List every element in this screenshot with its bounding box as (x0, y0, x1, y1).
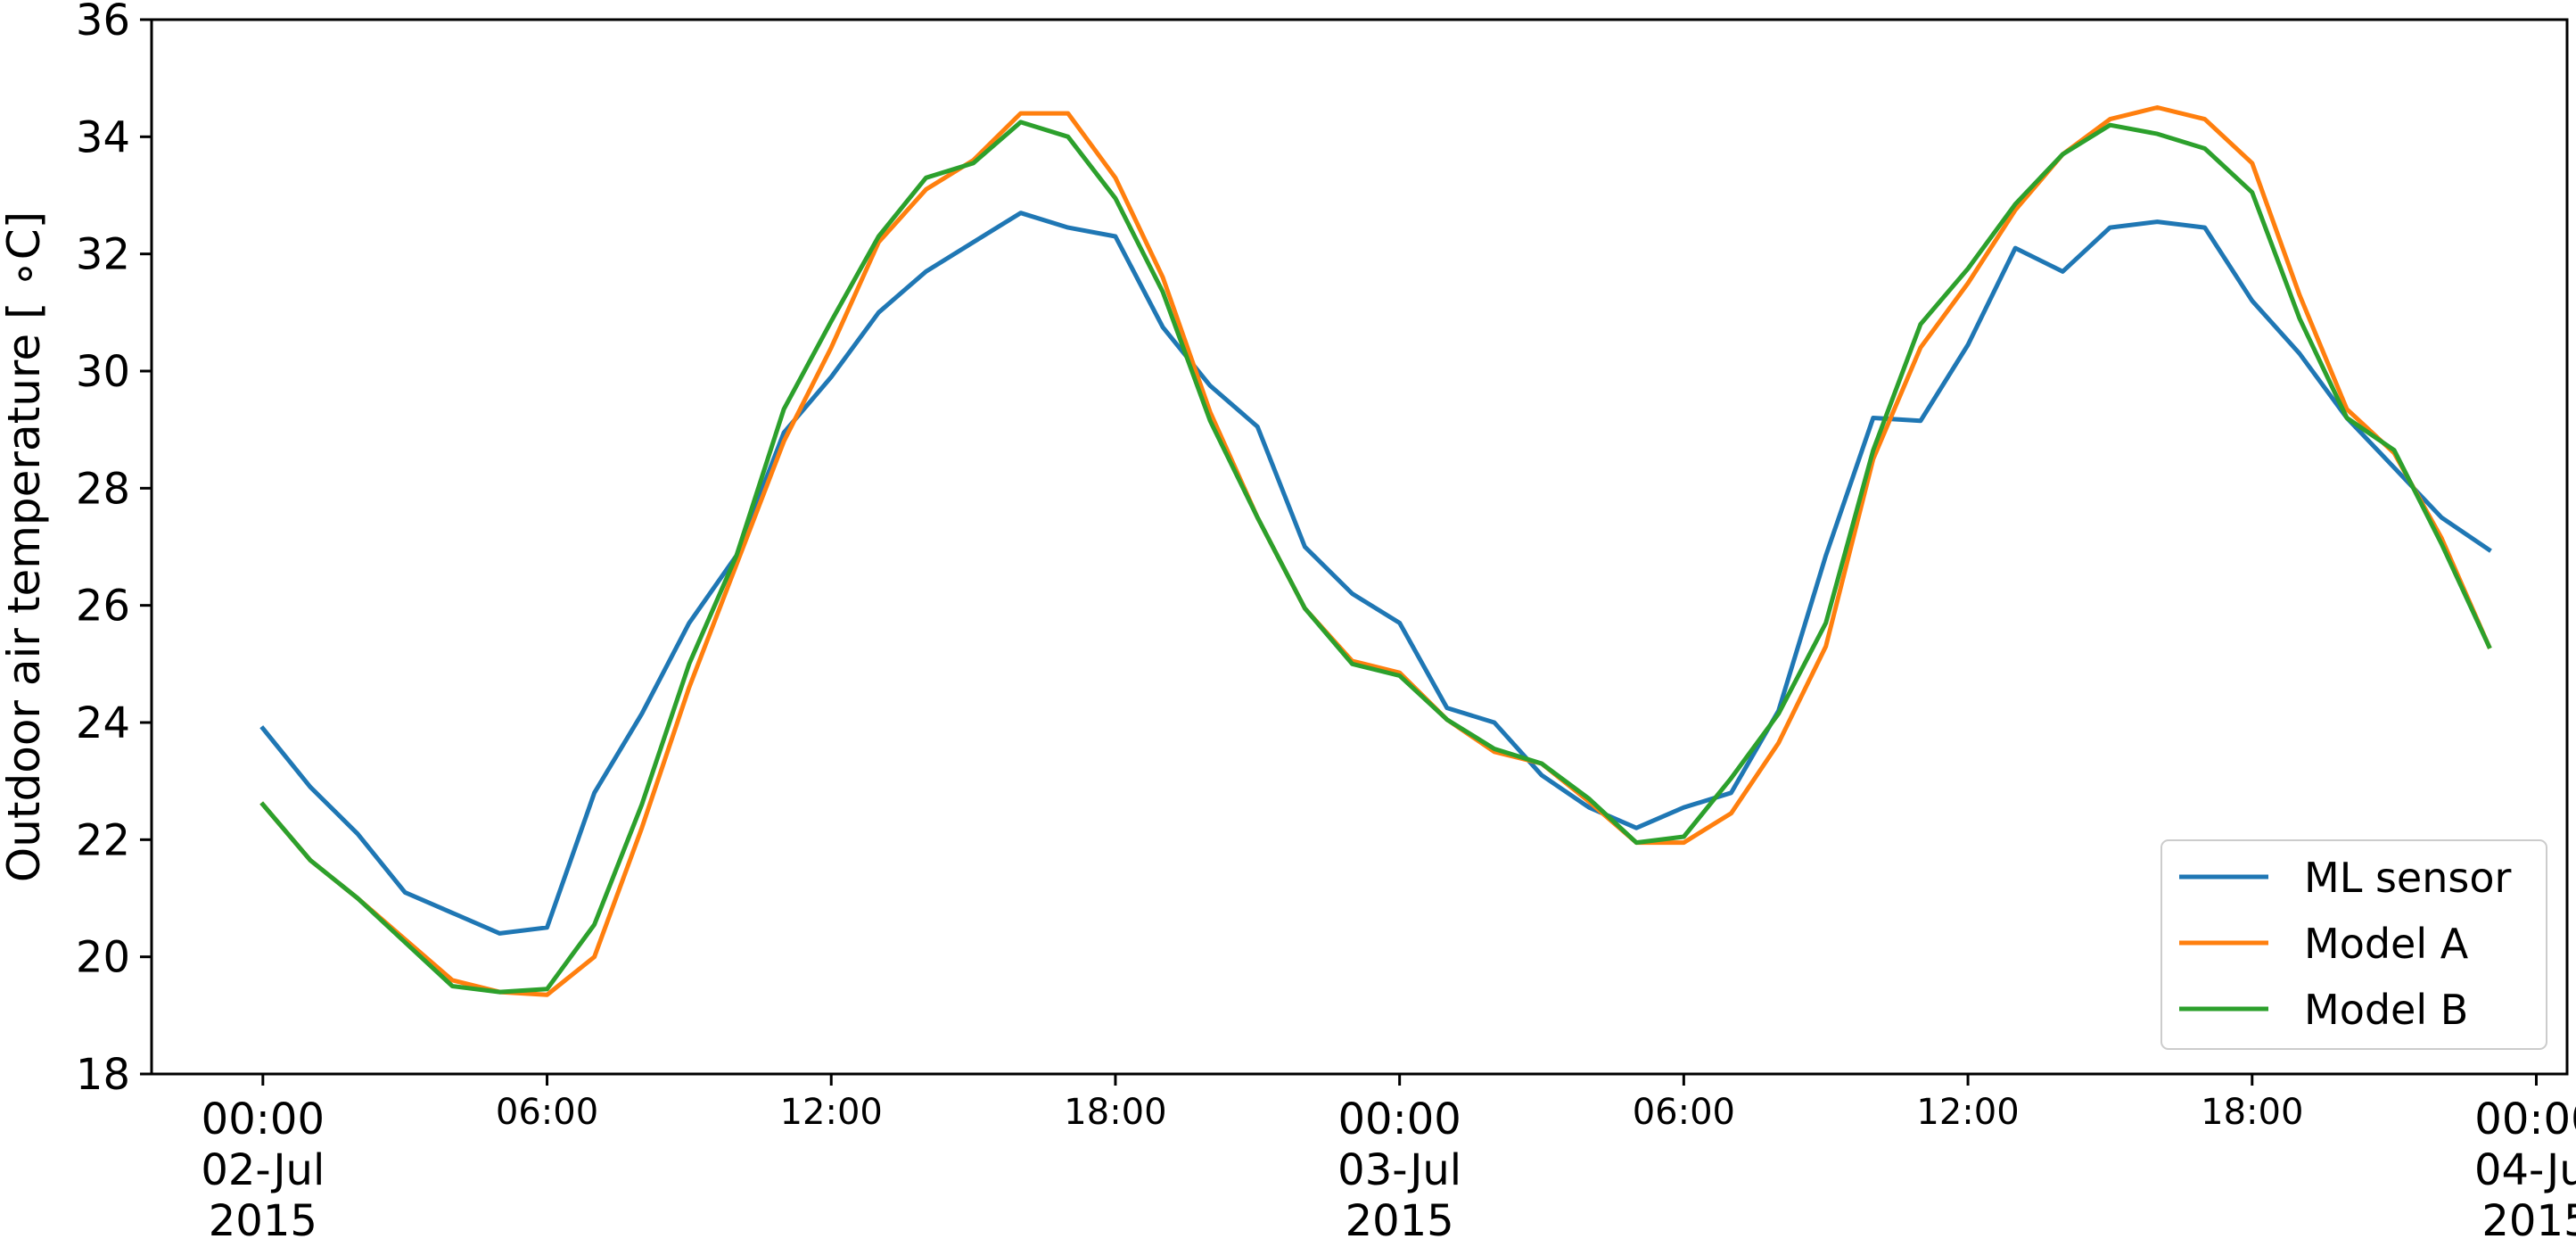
x-tick-label: 2015 (2481, 1196, 2576, 1239)
x-tick-label: 18:00 (2201, 1092, 2303, 1133)
y-tick-label: 34 (76, 112, 130, 162)
x-tick-label: 18:00 (1064, 1092, 1166, 1133)
x-tick-label: 00:00 (1337, 1094, 1461, 1144)
legend-box (2160, 839, 2547, 1050)
x-tick-label: 06:00 (1633, 1092, 1735, 1133)
y-tick-label: 24 (76, 698, 130, 748)
y-tick-label: 28 (76, 464, 130, 514)
y-tick-label: 26 (76, 582, 130, 632)
series-lines (259, 105, 2492, 997)
x-tick-label: 03-Jul (1337, 1145, 1461, 1195)
y-tick-label: 20 (76, 933, 130, 983)
y-tick-label: 36 (76, 0, 130, 45)
x-tick-label: 2015 (209, 1196, 317, 1239)
y-axis-ticks: 18 20 22 24 26 28 30 32 34 36 (76, 0, 152, 1100)
y-tick-label: 22 (76, 815, 130, 865)
y-tick-label: 30 (76, 347, 130, 397)
x-tick-label: 2015 (1346, 1196, 1454, 1239)
plot-area-frame (150, 18, 2569, 1076)
x-tick-label: 00:00 (202, 1094, 325, 1144)
legend-label: ML sensor (2304, 854, 2511, 902)
x-tick-label: 00:00 (2474, 1094, 2576, 1144)
series-line-ml-sensor (259, 211, 2492, 936)
x-tick-label: 06:00 (496, 1092, 598, 1133)
x-tick-label: 02-Jul (201, 1145, 325, 1195)
series-line-model-b (259, 120, 2492, 995)
y-axis-label: Outdoor air temperature [ ∘C] (0, 211, 50, 882)
y-tick-label: 32 (76, 230, 130, 280)
legend-label: Model B (2304, 986, 2468, 1034)
legend: ML sensor Model A Model B (2160, 839, 2547, 1050)
series-line-model-a (259, 105, 2492, 997)
legend-label: Model A (2304, 920, 2469, 968)
x-tick-label: 12:00 (1916, 1092, 2019, 1133)
y-tick-label: 18 (76, 1050, 130, 1100)
x-tick-label: 12:00 (780, 1092, 883, 1133)
x-tick-label: 04-Jul (2474, 1145, 2576, 1195)
